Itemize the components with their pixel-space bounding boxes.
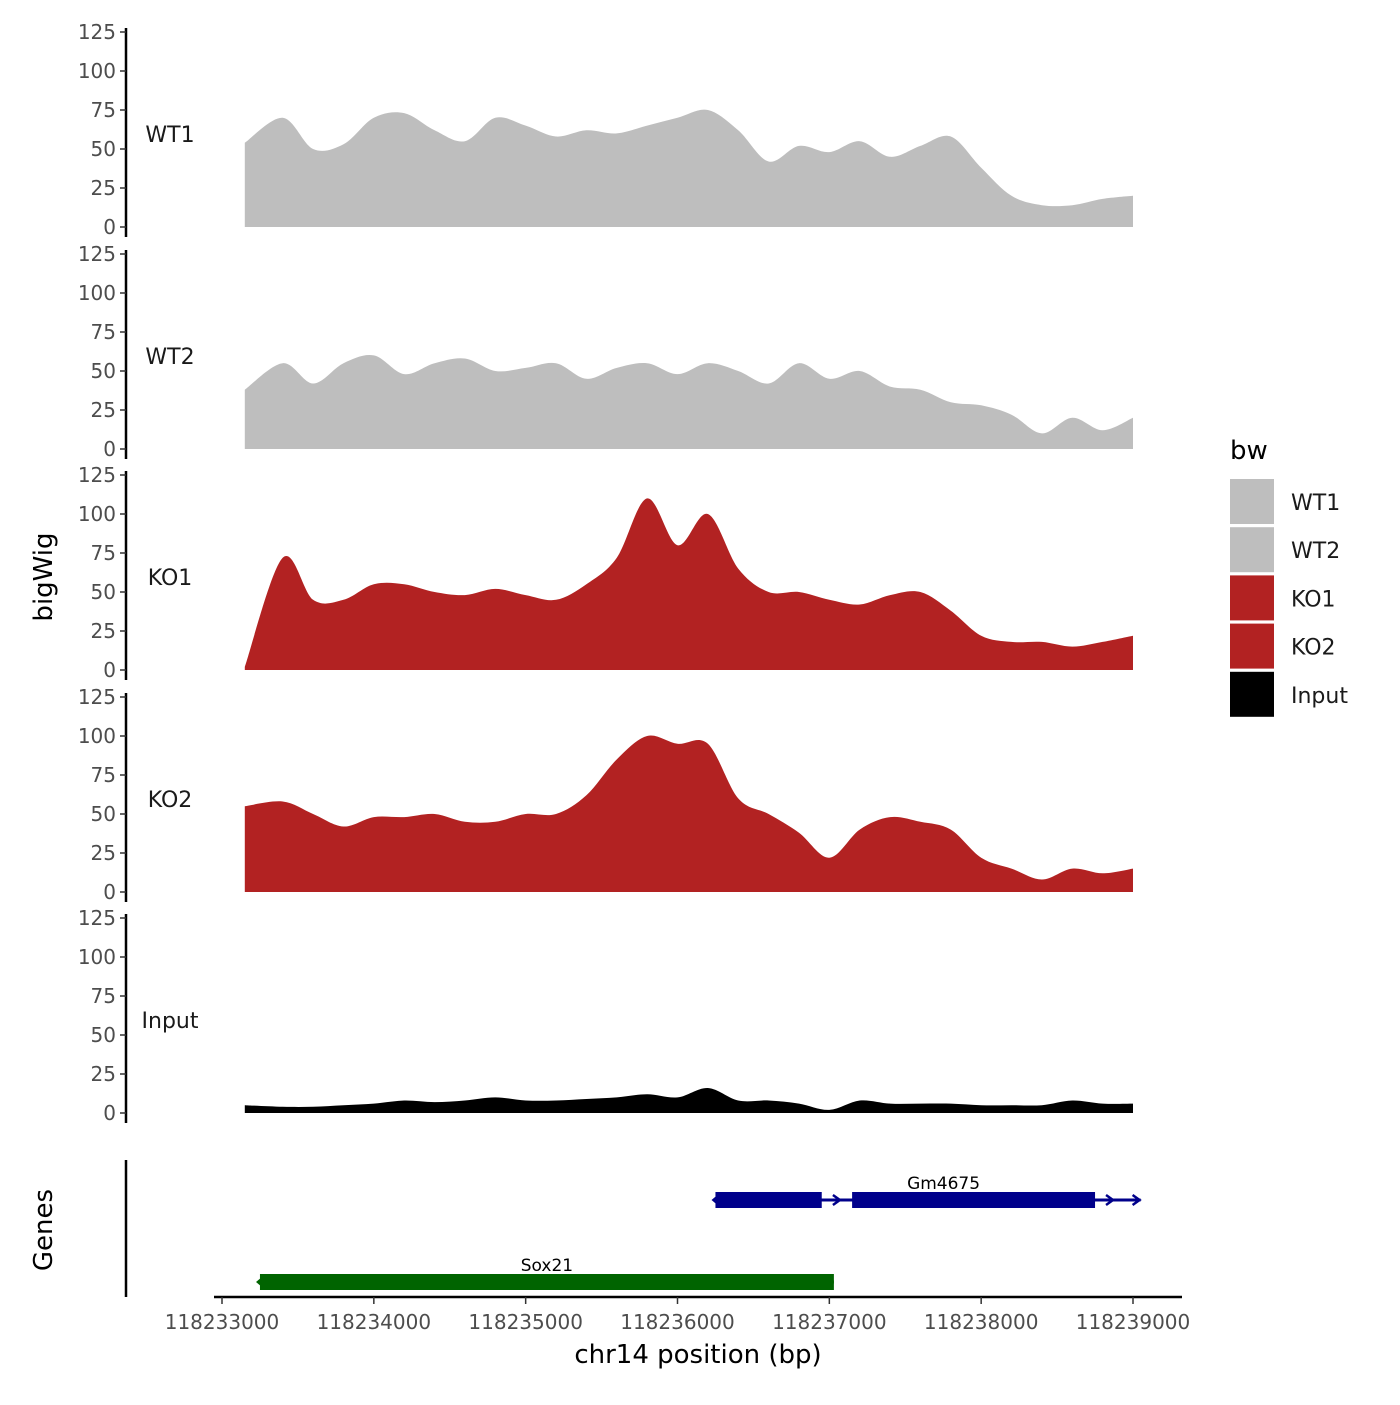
legend-swatch-WT1 xyxy=(1230,479,1274,524)
y-tick-label: 50 xyxy=(91,580,116,604)
track-label-WT1: WT1 xyxy=(145,123,194,148)
y-tick-label: 125 xyxy=(78,463,116,487)
gene-label-Gm4675: Gm4675 xyxy=(907,1174,980,1194)
legend-label-KO1: KO1 xyxy=(1291,587,1336,612)
y-tick-label: 25 xyxy=(91,176,116,200)
track-label-KO1: KO1 xyxy=(148,566,193,591)
x-tick-label: 118239000 xyxy=(1076,1310,1191,1334)
area-WT1 xyxy=(244,109,1134,227)
x-tick-label: 118236000 xyxy=(620,1310,735,1334)
area-KO2 xyxy=(244,735,1134,892)
area-WT2 xyxy=(244,355,1134,449)
track-label-Input: Input xyxy=(142,1009,199,1034)
x-tick-label: 118234000 xyxy=(317,1310,432,1334)
y-tick-label: 125 xyxy=(78,685,116,709)
y-tick-label: 0 xyxy=(103,437,116,461)
legend-label-Input: Input xyxy=(1291,684,1348,709)
y-tick-label: 125 xyxy=(78,20,116,44)
y-tick-label: 50 xyxy=(91,137,116,161)
y-tick-label: 125 xyxy=(78,906,116,930)
y-tick-label: 100 xyxy=(78,281,116,305)
area-Input xyxy=(244,1087,1134,1113)
y-tick-label: 100 xyxy=(78,724,116,748)
gene-exon-Gm4675 xyxy=(852,1192,1096,1208)
y-tick-label: 75 xyxy=(91,98,116,122)
y-tick-label: 0 xyxy=(103,215,116,239)
y-tick-label: 0 xyxy=(103,1101,116,1125)
gene-track-title: Genes xyxy=(29,1189,59,1271)
legend-title: bw xyxy=(1230,436,1268,466)
y-tick-label: 50 xyxy=(91,359,116,383)
y-tick-label: 25 xyxy=(91,619,116,643)
gene-label-Sox21: Sox21 xyxy=(521,1256,573,1276)
x-tick-label: 118238000 xyxy=(924,1310,1039,1334)
y-tick-label: 0 xyxy=(103,880,116,904)
y-tick-label: 75 xyxy=(91,320,116,344)
y-tick-label: 125 xyxy=(78,242,116,266)
legend-label-WT2: WT2 xyxy=(1291,539,1340,564)
gene-exon-Sox21 xyxy=(259,1274,834,1290)
legend-label-KO2: KO2 xyxy=(1291,636,1336,661)
area-KO1 xyxy=(244,498,1134,670)
legend-swatch-WT2 xyxy=(1230,527,1274,573)
y-tick-label: 100 xyxy=(78,945,116,969)
x-tick-label: 118233000 xyxy=(165,1310,280,1334)
legend-label-WT1: WT1 xyxy=(1291,491,1340,516)
y-tick-label: 75 xyxy=(91,984,116,1008)
strand-arrow xyxy=(256,1276,265,1288)
y-tick-label: 50 xyxy=(91,1023,116,1047)
y-tick-label: 100 xyxy=(78,59,116,83)
legend-swatch-KO1 xyxy=(1230,575,1274,621)
y-axis-title: bigWig xyxy=(29,532,59,621)
y-tick-label: 0 xyxy=(103,658,116,682)
y-tick-label: 25 xyxy=(91,1062,116,1086)
strand-arrow xyxy=(711,1194,721,1206)
strand-arrow xyxy=(1131,1193,1142,1207)
gene-exon-Gm4675 xyxy=(715,1192,822,1208)
x-tick-label: 118235000 xyxy=(468,1310,583,1334)
y-tick-label: 25 xyxy=(91,398,116,422)
strand-arrow xyxy=(832,1193,843,1207)
strand-arrow xyxy=(1105,1193,1116,1207)
y-tick-label: 75 xyxy=(91,763,116,787)
legend-swatch-KO2 xyxy=(1230,623,1274,669)
x-axis-title: chr14 position (bp) xyxy=(574,1340,821,1370)
x-tick-label: 118237000 xyxy=(772,1310,887,1334)
track-label-WT2: WT2 xyxy=(145,345,194,370)
legend-swatch-Input xyxy=(1230,671,1274,717)
y-tick-label: 100 xyxy=(78,502,116,526)
track-label-KO2: KO2 xyxy=(148,788,193,813)
y-tick-label: 50 xyxy=(91,802,116,826)
y-tick-label: 25 xyxy=(91,841,116,865)
y-tick-label: 75 xyxy=(91,541,116,565)
